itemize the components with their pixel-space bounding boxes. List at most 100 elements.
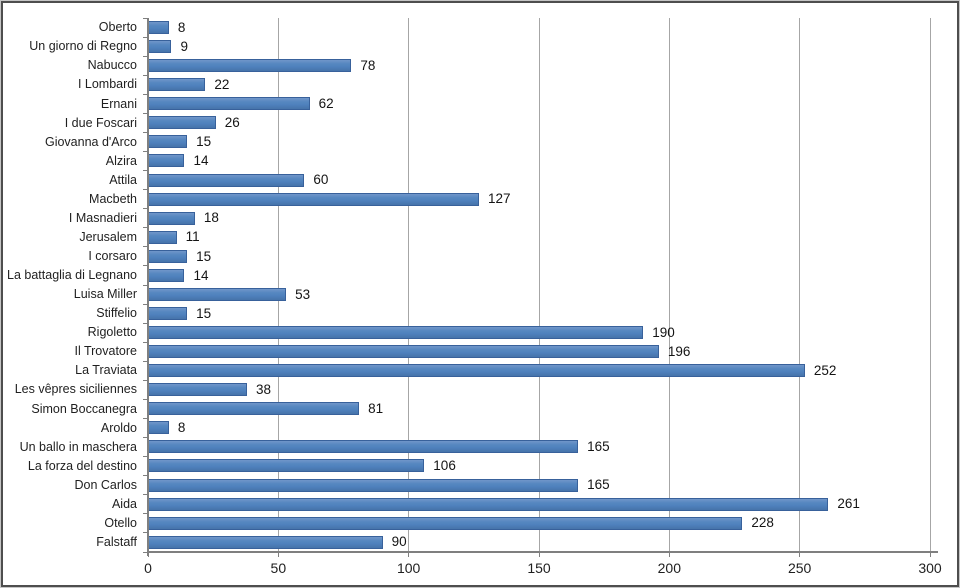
bar-row: La forza del destino 106	[3, 456, 957, 475]
bar-value-label: 261	[837, 496, 860, 512]
category-label: Aroldo	[100, 420, 137, 435]
category-label: Luisa Miller	[73, 287, 137, 302]
bar-row: Otello 228	[3, 514, 957, 533]
y-axis-tick	[143, 379, 148, 381]
category-label: Stiffelio	[96, 306, 137, 321]
x-tick-label-100: 100	[396, 560, 421, 576]
category-label: Il Trovatore	[74, 344, 137, 359]
gridline-300	[929, 18, 931, 552]
bar-value-label: 165	[587, 477, 610, 493]
bar-zone: 90	[148, 533, 957, 552]
y-axis-tick	[143, 303, 148, 305]
bar-zone: 38	[148, 380, 957, 399]
bar-zone: 165	[148, 437, 957, 456]
bar-row: Les vêpres siciliennes 38	[3, 380, 957, 399]
x-axis-tick-50	[277, 552, 279, 557]
bar-value-label: 127	[488, 191, 511, 207]
category-label: Jerusalem	[79, 229, 137, 244]
y-axis-tick	[143, 265, 148, 267]
bar-value-label: 62	[318, 96, 334, 112]
category-label: La Traviata	[75, 363, 137, 378]
bar-zone: 53	[148, 285, 957, 304]
bar-row: Un ballo in maschera 165	[3, 437, 957, 456]
bar-value-label: 8	[177, 420, 186, 436]
y-axis-tick	[143, 398, 148, 400]
bar-row: Don Carlos 165	[3, 476, 957, 495]
y-axis-tick	[143, 246, 148, 248]
x-tick-label-50: 50	[270, 560, 287, 576]
x-axis-tick-250	[799, 552, 801, 557]
y-axis-tick	[143, 55, 148, 57]
bar-zone: 26	[148, 113, 957, 132]
bar-zone: 228	[148, 514, 957, 533]
bar-value-label: 8	[177, 19, 186, 35]
y-axis-tick	[143, 74, 148, 76]
category-label: Oberto	[98, 20, 137, 35]
x-tick-labels-layer: 0 50 100 150 200 250 300	[3, 3, 957, 585]
x-tick-label-250: 250	[787, 560, 812, 576]
bar-row: Un giorno di Regno 9	[3, 37, 957, 56]
bar-value-label: 196	[667, 343, 691, 359]
y-axis-tick	[143, 17, 148, 19]
category-label: Otello	[104, 515, 137, 530]
category-label: Giovanna d'Arco	[44, 134, 137, 149]
gridline-250	[799, 18, 801, 552]
bar-value-label: 14	[193, 267, 209, 283]
bar-value-label: 53	[295, 286, 311, 302]
bar-row: Nabucco 78	[3, 56, 957, 75]
gridline-100	[408, 18, 410, 552]
bar-value-label: 14	[193, 153, 209, 169]
bar-value-label: 190	[652, 324, 675, 340]
y-axis-tick	[143, 170, 148, 172]
y-axis-tick	[143, 227, 148, 229]
bar-row: Macbeth 127	[3, 190, 957, 209]
category-label: I Lombardi	[77, 77, 137, 92]
category-label: Rigoletto	[87, 325, 137, 340]
bar-zone: 62	[148, 94, 957, 113]
x-tick-label-300: 300	[918, 560, 942, 576]
bar-row: Aida 261	[3, 495, 957, 514]
category-label: Un ballo in maschera	[19, 439, 137, 454]
bar-value-label: 252	[813, 362, 837, 378]
bar-zone: 252	[148, 361, 957, 380]
gridline-150	[538, 18, 540, 552]
y-axis-tick	[143, 284, 148, 286]
y-axis-tick	[143, 494, 148, 496]
bar-value-label: 18	[203, 210, 219, 226]
bar-row: Aroldo 8	[3, 418, 957, 437]
category-label: Un giorno di Regno	[29, 39, 137, 54]
category-label: La forza del destino	[27, 458, 137, 473]
bar-value-label: 78	[360, 57, 376, 73]
bar-value-label: 81	[368, 401, 384, 417]
bar-row: I due Foscari 26	[3, 113, 957, 132]
y-axis-line	[147, 18, 149, 556]
bar-value-label: 106	[433, 458, 456, 474]
y-axis-tick	[143, 437, 148, 439]
category-label: Nabucco	[87, 58, 137, 73]
bar-row: Attila 60	[3, 171, 957, 190]
bar-zone: 81	[148, 399, 957, 418]
bar-zone: 196	[148, 342, 957, 361]
y-axis-tick	[143, 322, 148, 324]
bar-value-label: 11	[185, 229, 200, 245]
bar-zone: 14	[148, 151, 957, 170]
bar-zone: 18	[148, 209, 957, 228]
x-tick-label-200: 200	[657, 560, 682, 576]
bar-zone: 14	[148, 266, 957, 285]
bar-row: I corsaro 15	[3, 247, 957, 266]
bar-row: Oberto 8	[3, 18, 957, 37]
category-label: La battaglia di Legnano	[7, 268, 137, 283]
bar-zone: 15	[148, 247, 957, 266]
y-axis-tick	[143, 513, 148, 515]
category-label: I due Foscari	[64, 115, 137, 130]
bar-row: I Masnadieri 18	[3, 209, 957, 228]
gridline-50	[277, 18, 279, 552]
bar-row: Rigoletto 190	[3, 323, 957, 342]
y-axis-tick	[143, 341, 148, 343]
category-label: I corsaro	[88, 249, 137, 264]
category-label: Falstaff	[96, 534, 137, 549]
bar-value-label: 26	[224, 115, 240, 131]
category-label: Macbeth	[89, 191, 137, 206]
